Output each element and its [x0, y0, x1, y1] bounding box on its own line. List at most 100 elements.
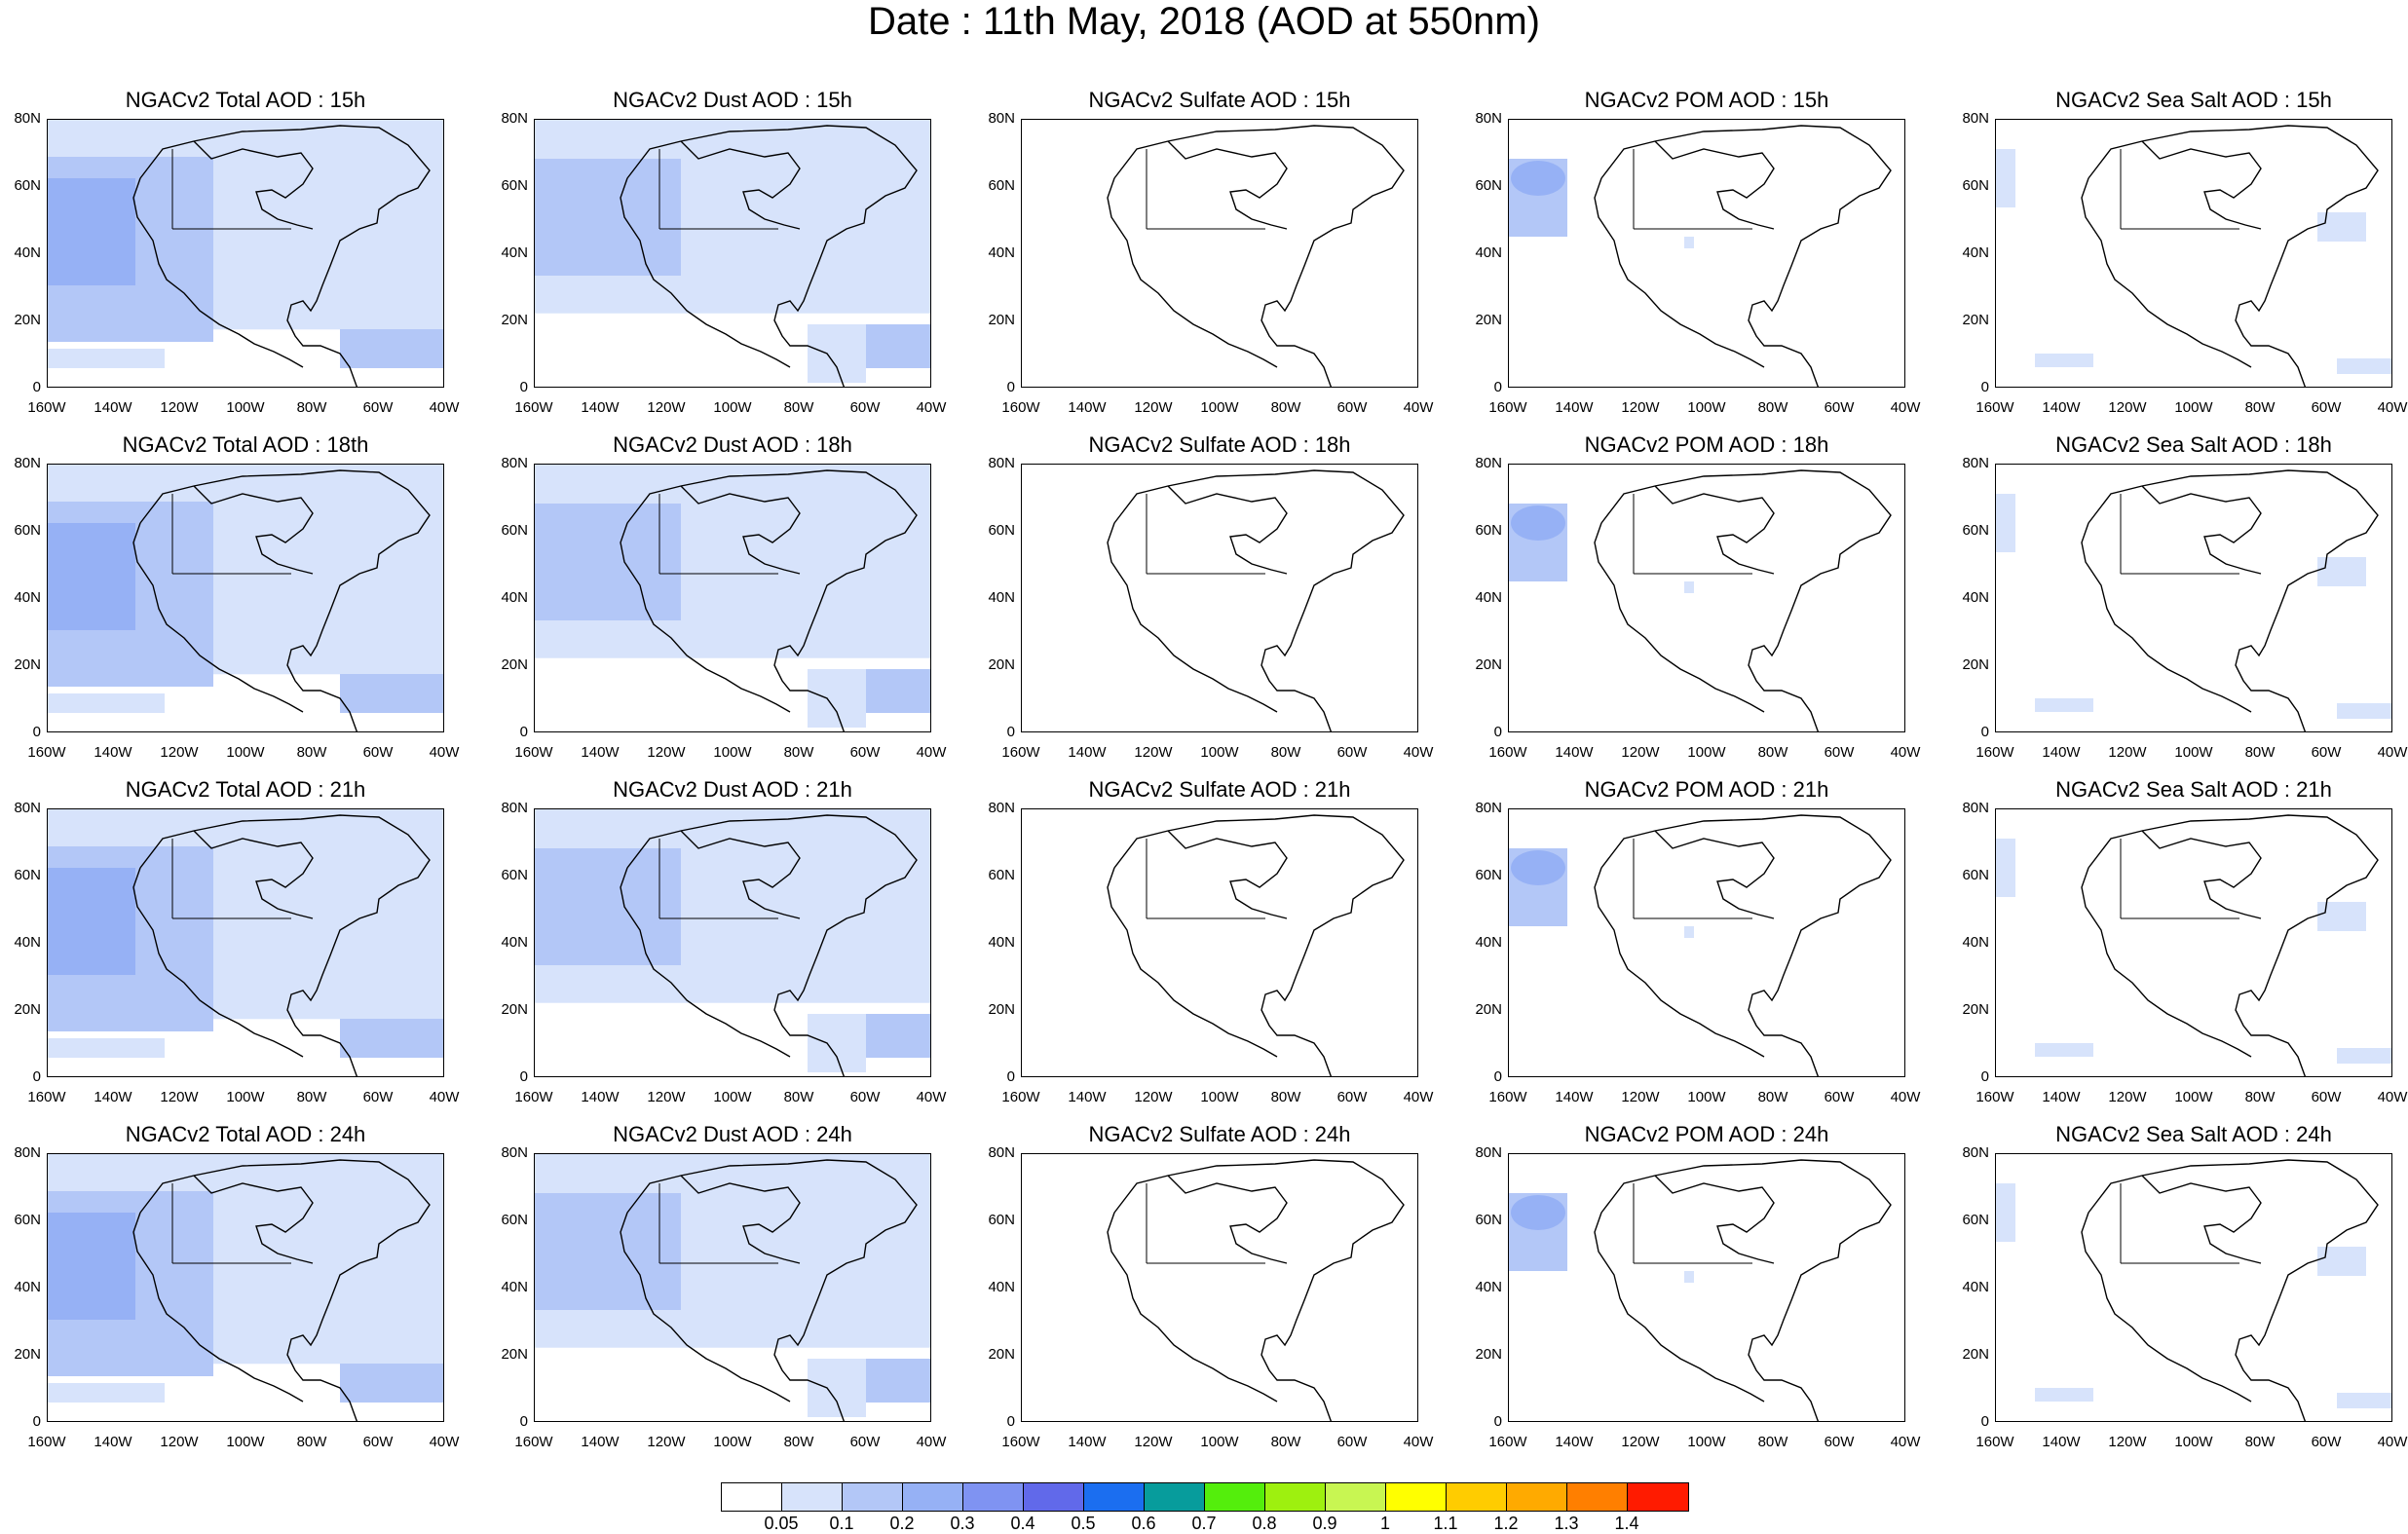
coastline: [132, 1159, 431, 1421]
panel-title: NGACv2 Sea Salt AOD : 24h: [2055, 1122, 2332, 1146]
aod-shading: [2317, 557, 2366, 586]
aod-shading: [1511, 1195, 1565, 1230]
map-panel: NGACv2 Sulfate AOD : 15h 80N 60N 40N 20N 0 160…: [988, 88, 1433, 416]
political-border: [658, 494, 778, 575]
map-canvas: [48, 809, 443, 1076]
map-panel: NGACv2 Dust AOD : 24h 80N 60N 40N 20N 0 160W 14…: [501, 1122, 946, 1450]
x-tick-label: 140W: [1555, 399, 1594, 416]
colorbar-label: 1.2: [1493, 1514, 1519, 1533]
x-tick-label: 100W: [2174, 1434, 2213, 1450]
y-tick-label: 60N: [14, 867, 41, 883]
x-tick-label: 40W: [429, 1434, 460, 1450]
y-tick-label: 40N: [501, 1279, 528, 1295]
aod-map: [1995, 119, 2392, 388]
y-tick-label: 60N: [988, 522, 1015, 539]
aod-shading: [1511, 505, 1565, 541]
aod-map: [534, 808, 931, 1077]
x-tick-label: 160W: [514, 399, 553, 416]
x-tick-label: 40W: [1403, 1434, 1434, 1450]
x-tick-label: 140W: [581, 1089, 620, 1105]
x-tick-label: 120W: [1134, 1434, 1173, 1450]
figure-title: Date : 11th May, 2018 (AOD at 550nm): [868, 0, 1540, 43]
x-tick-label: 60W: [1824, 399, 1855, 416]
y-tick-label: 80N: [988, 110, 1015, 127]
y-tick-label: 40N: [14, 934, 41, 951]
x-tick-label: 40W: [429, 399, 460, 416]
panel-title: NGACv2 Total AOD : 18th: [122, 432, 369, 457]
x-tick-label: 60W: [1336, 1434, 1368, 1450]
map-canvas: [1509, 1159, 1892, 1421]
panel-title: NGACv2 Dust AOD : 18h: [613, 432, 852, 457]
y-tick-label: 60N: [501, 867, 528, 883]
aod-shading: [2035, 354, 2093, 367]
coastline: [132, 814, 431, 1076]
coastline: [1107, 469, 1405, 731]
x-tick-label: 40W: [1890, 1089, 1921, 1105]
x-tick-label: 140W: [1555, 1089, 1594, 1105]
x-tick-label: 160W: [514, 744, 553, 761]
coastline: [620, 125, 918, 387]
aod-map: [47, 1153, 444, 1422]
y-tick-label: 0: [1006, 1413, 1015, 1430]
x-tick-label: 160W: [1001, 399, 1040, 416]
x-tick-label: 60W: [362, 1089, 394, 1105]
aod-map: [1508, 808, 1905, 1077]
x-tick-label: 100W: [1200, 1089, 1239, 1105]
y-tick-label: 0: [32, 1413, 41, 1430]
x-tick-label: 120W: [160, 1089, 199, 1105]
map-canvas: [1996, 469, 2391, 731]
map-canvas: [1996, 1159, 2391, 1421]
panel-title: NGACv2 POM AOD : 21h: [1584, 777, 1829, 802]
aod-map: [1021, 119, 1418, 388]
x-tick-label: 100W: [226, 1089, 265, 1105]
political-border: [658, 149, 778, 230]
x-tick-label: 140W: [1555, 744, 1594, 761]
colorbar-label: 0.6: [1131, 1514, 1156, 1533]
aod-shading: [808, 324, 866, 383]
y-tick-label: 80N: [14, 1144, 41, 1161]
y-tick-label: 20N: [501, 1346, 528, 1363]
x-tick-label: 120W: [2108, 1089, 2147, 1105]
panel-title: NGACv2 Sea Salt AOD : 15h: [2055, 88, 2332, 112]
y-tick-label: 0: [1006, 1068, 1015, 1085]
x-tick-label: 140W: [2042, 1434, 2081, 1450]
map-panel: NGACv2 Total AOD : 21h 80N 60N 40N 20N 0 160W 1…: [14, 777, 459, 1105]
x-tick-label: 80W: [2244, 1089, 2276, 1105]
x-tick-label: 40W: [916, 399, 947, 416]
political-border: [2120, 839, 2239, 919]
aod-map: [1508, 464, 1905, 732]
x-tick-label: 80W: [2244, 744, 2276, 761]
y-tick-label: 0: [1980, 1068, 1989, 1085]
y-tick-label: 0: [1980, 1413, 1989, 1430]
y-tick-label: 60N: [1962, 867, 1989, 883]
coastline: [1107, 125, 1405, 387]
panel-title: NGACv2 Dust AOD : 24h: [613, 1122, 852, 1146]
x-tick-label: 40W: [429, 744, 460, 761]
x-tick-label: 160W: [27, 1089, 66, 1105]
aod-shading: [1511, 850, 1565, 885]
aod-map: [534, 119, 931, 388]
y-tick-label: 20N: [988, 1001, 1015, 1018]
colorbar-label: 1.4: [1614, 1514, 1639, 1533]
aod-shading: [1996, 494, 2015, 552]
x-tick-label: 140W: [581, 744, 620, 761]
x-tick-label: 60W: [362, 1434, 394, 1450]
y-tick-label: 40N: [1962, 244, 1989, 261]
aod-shading: [535, 848, 681, 965]
x-tick-label: 60W: [1824, 1434, 1855, 1450]
aod-shading: [1684, 1271, 1694, 1283]
colorbar-label: 0.2: [889, 1514, 915, 1533]
y-tick-label: 60N: [988, 867, 1015, 883]
x-tick-label: 160W: [1001, 1434, 1040, 1450]
y-tick-label: 20N: [501, 656, 528, 673]
x-tick-label: 80W: [296, 399, 327, 416]
coastline: [2081, 125, 2379, 387]
y-tick-label: 20N: [1962, 1346, 1989, 1363]
aod-map: [1021, 464, 1418, 732]
y-tick-label: 0: [1006, 379, 1015, 395]
aod-shading: [1684, 926, 1694, 938]
colorbar-label: 1.1: [1433, 1514, 1458, 1533]
colorbar-label: 1.3: [1554, 1514, 1579, 1533]
y-tick-label: 80N: [1475, 1144, 1502, 1161]
x-tick-label: 40W: [2377, 399, 2408, 416]
